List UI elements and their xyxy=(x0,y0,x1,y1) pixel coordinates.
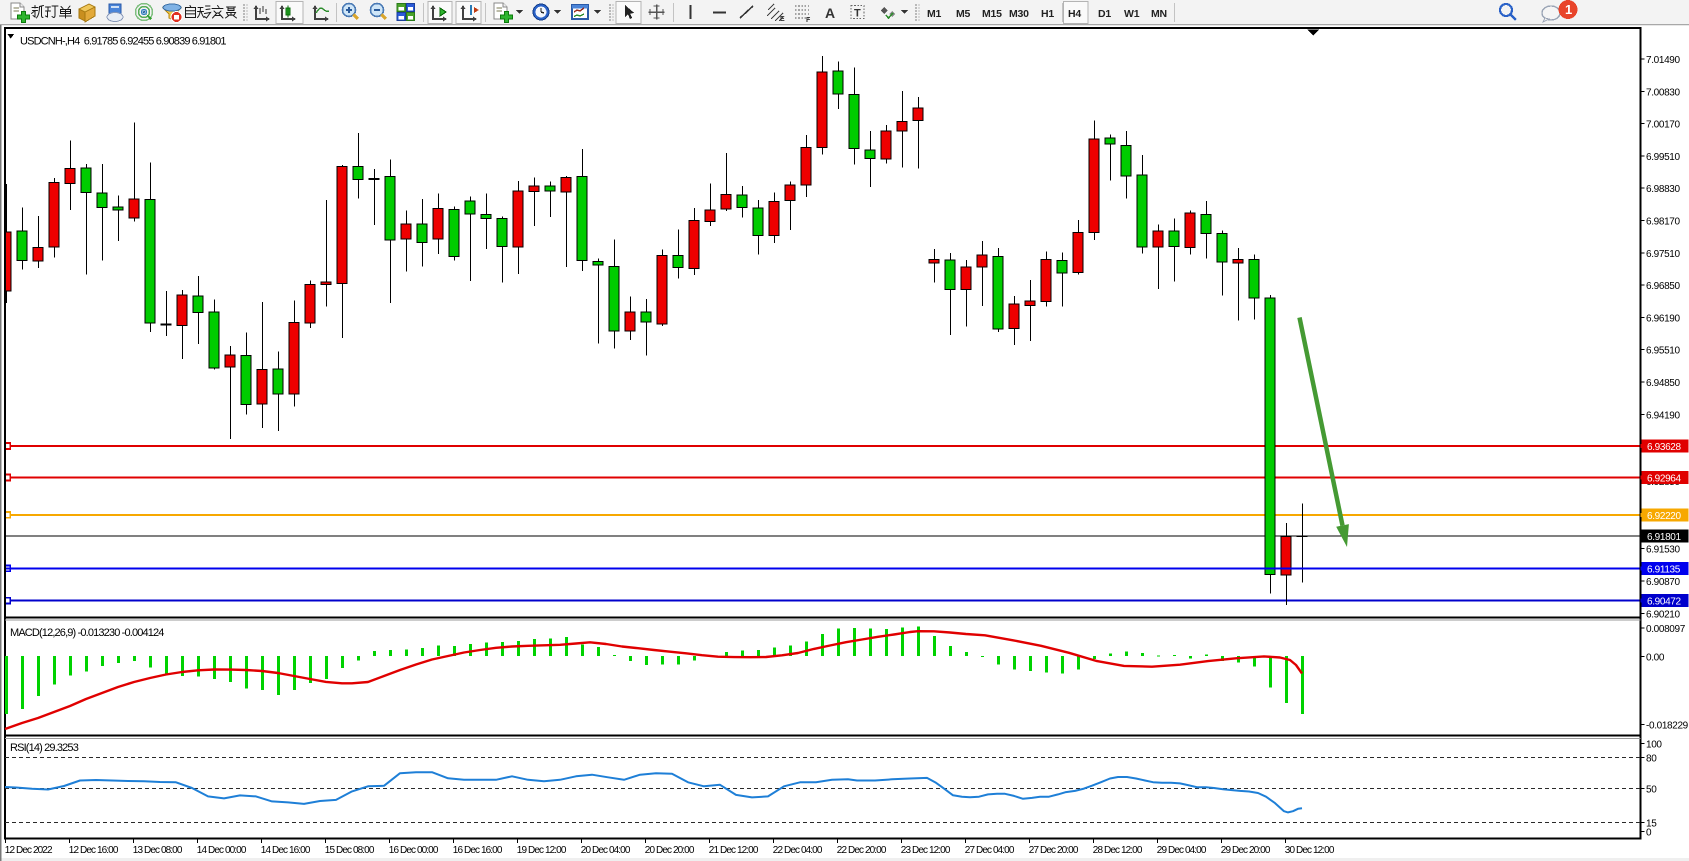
svg-text:6.96190: 6.96190 xyxy=(1646,313,1680,324)
svg-text:7.00830: 7.00830 xyxy=(1646,87,1680,98)
svg-text:50: 50 xyxy=(1646,784,1657,795)
svg-text:27 Dec 04:00: 27 Dec 04:00 xyxy=(965,845,1015,856)
svg-text:29 Dec 20:00: 29 Dec 20:00 xyxy=(1221,845,1271,856)
svg-text:W1: W1 xyxy=(1124,8,1140,20)
svg-text:20 Dec 04:00: 20 Dec 04:00 xyxy=(581,845,631,856)
svg-text:12 Dec 16:00: 12 Dec 16:00 xyxy=(69,845,119,856)
svg-text:6.90870: 6.90870 xyxy=(1646,577,1680,588)
svg-text:100: 100 xyxy=(1646,740,1662,751)
svg-text:6.90210: 6.90210 xyxy=(1646,609,1680,620)
svg-text:19 Dec 12:00: 19 Dec 12:00 xyxy=(517,845,567,856)
svg-text:15 Dec 08:00: 15 Dec 08:00 xyxy=(325,845,375,856)
svg-text:30 Dec 12:00: 30 Dec 12:00 xyxy=(1285,845,1335,856)
svg-text:16 Dec 16:00: 16 Dec 16:00 xyxy=(453,845,503,856)
svg-text:21 Dec 12:00: 21 Dec 12:00 xyxy=(709,845,759,856)
svg-text:6.90472: 6.90472 xyxy=(1647,597,1681,608)
svg-text:1: 1 xyxy=(1565,2,1572,17)
svg-text:6.91801: 6.91801 xyxy=(1647,532,1681,543)
svg-text:MN: MN xyxy=(1151,8,1167,20)
svg-text:0: 0 xyxy=(1646,828,1652,839)
svg-text:6.95510: 6.95510 xyxy=(1646,346,1680,357)
svg-text:6.91530: 6.91530 xyxy=(1646,545,1680,556)
svg-text:22 Dec 04:00: 22 Dec 04:00 xyxy=(773,845,823,856)
svg-text:16 Dec 00:00: 16 Dec 00:00 xyxy=(389,845,439,856)
svg-text:6.96850: 6.96850 xyxy=(1646,281,1680,292)
svg-text:T: T xyxy=(854,8,861,20)
svg-text:6.97510: 6.97510 xyxy=(1646,249,1680,260)
svg-text:MACD(12,26,9) -0.013230 -0.004: MACD(12,26,9) -0.013230 -0.004124 xyxy=(10,627,164,639)
svg-text:H1: H1 xyxy=(1041,8,1054,20)
svg-text:E: E xyxy=(780,16,785,23)
svg-text:M1: M1 xyxy=(927,8,942,20)
svg-text:14 Dec 00:00: 14 Dec 00:00 xyxy=(197,845,247,856)
svg-text:6.94850: 6.94850 xyxy=(1646,378,1680,389)
svg-text:M5: M5 xyxy=(956,8,971,20)
svg-text:6.92220: 6.92220 xyxy=(1647,511,1681,522)
svg-text:6.93628: 6.93628 xyxy=(1647,442,1681,453)
svg-text:0.008097: 0.008097 xyxy=(1646,624,1686,635)
svg-text:6.98830: 6.98830 xyxy=(1646,184,1680,195)
svg-text:6.91135: 6.91135 xyxy=(1647,564,1681,575)
svg-text:-0.018229: -0.018229 xyxy=(1646,721,1689,732)
svg-text:23 Dec 12:00: 23 Dec 12:00 xyxy=(901,845,951,856)
svg-text:6.98170: 6.98170 xyxy=(1646,217,1680,228)
svg-text:D1: D1 xyxy=(1098,8,1111,20)
svg-text:RSI(14) 29.3253: RSI(14) 29.3253 xyxy=(10,742,79,754)
svg-text:A: A xyxy=(825,5,835,21)
svg-text:20 Dec 20:00: 20 Dec 20:00 xyxy=(645,845,695,856)
svg-text:H4: H4 xyxy=(1068,8,1081,20)
svg-text:F: F xyxy=(806,17,811,24)
svg-text:28 Dec 12:00: 28 Dec 12:00 xyxy=(1093,845,1143,856)
svg-text:80: 80 xyxy=(1646,754,1657,765)
svg-text:7.00170: 7.00170 xyxy=(1646,120,1680,131)
svg-text:M30: M30 xyxy=(1009,8,1029,20)
svg-text:15: 15 xyxy=(1646,818,1657,829)
svg-text:6.94190: 6.94190 xyxy=(1646,410,1680,421)
svg-text:27 Dec 20:00: 27 Dec 20:00 xyxy=(1029,845,1079,856)
svg-text:13 Dec 08:00: 13 Dec 08:00 xyxy=(133,845,183,856)
svg-text:USDCNH-,H4 6.91785 6.92455 6.: USDCNH-,H4 6.91785 6.92455 6.90839 6.918… xyxy=(20,36,226,48)
svg-text:12 Dec 2022: 12 Dec 2022 xyxy=(5,845,53,856)
svg-text:0.00: 0.00 xyxy=(1646,653,1665,664)
svg-text:6.92964: 6.92964 xyxy=(1647,474,1681,485)
svg-text:29 Dec 04:00: 29 Dec 04:00 xyxy=(1157,845,1207,856)
svg-text:7.01490: 7.01490 xyxy=(1646,55,1680,66)
svg-text:M15: M15 xyxy=(982,8,1002,20)
svg-text:14 Dec 16:00: 14 Dec 16:00 xyxy=(261,845,311,856)
svg-text:6.99510: 6.99510 xyxy=(1646,152,1680,163)
svg-text:22 Dec 20:00: 22 Dec 20:00 xyxy=(837,845,887,856)
